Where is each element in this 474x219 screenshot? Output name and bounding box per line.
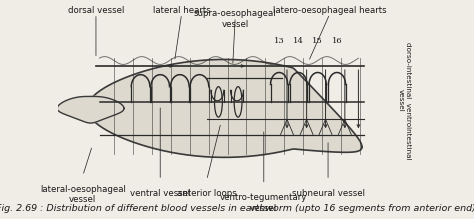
- Text: lateral-oesophageal
vessel: lateral-oesophageal vessel: [40, 185, 126, 204]
- Text: latero-oesophageal hearts: latero-oesophageal hearts: [273, 6, 387, 15]
- Text: lateral hearts: lateral hearts: [153, 6, 210, 15]
- Text: 16: 16: [332, 37, 342, 45]
- Text: supra-oesophageal
vessel: supra-oesophageal vessel: [194, 9, 276, 29]
- Text: anterior loops: anterior loops: [177, 189, 237, 198]
- Text: ventral vessel: ventral vessel: [130, 189, 191, 198]
- Text: subneural vessel: subneural vessel: [292, 189, 365, 198]
- Text: 15: 15: [312, 37, 323, 45]
- Polygon shape: [87, 59, 362, 157]
- Text: Fig. 2.69 : Distribution of different blood vessels in earthworm (upto 16 segmen: Fig. 2.69 : Distribution of different bl…: [0, 204, 474, 213]
- Text: ventro-tegumentary
vessel: ventro-tegumentary vessel: [220, 193, 308, 213]
- Text: dorso-intestinal  ventrointestinal
vessel: dorso-intestinal ventrointestinal vessel: [398, 42, 410, 160]
- Text: dorsal vessel: dorsal vessel: [68, 6, 124, 15]
- Text: 14: 14: [293, 37, 304, 45]
- Polygon shape: [57, 96, 124, 123]
- Text: 13: 13: [274, 37, 284, 45]
